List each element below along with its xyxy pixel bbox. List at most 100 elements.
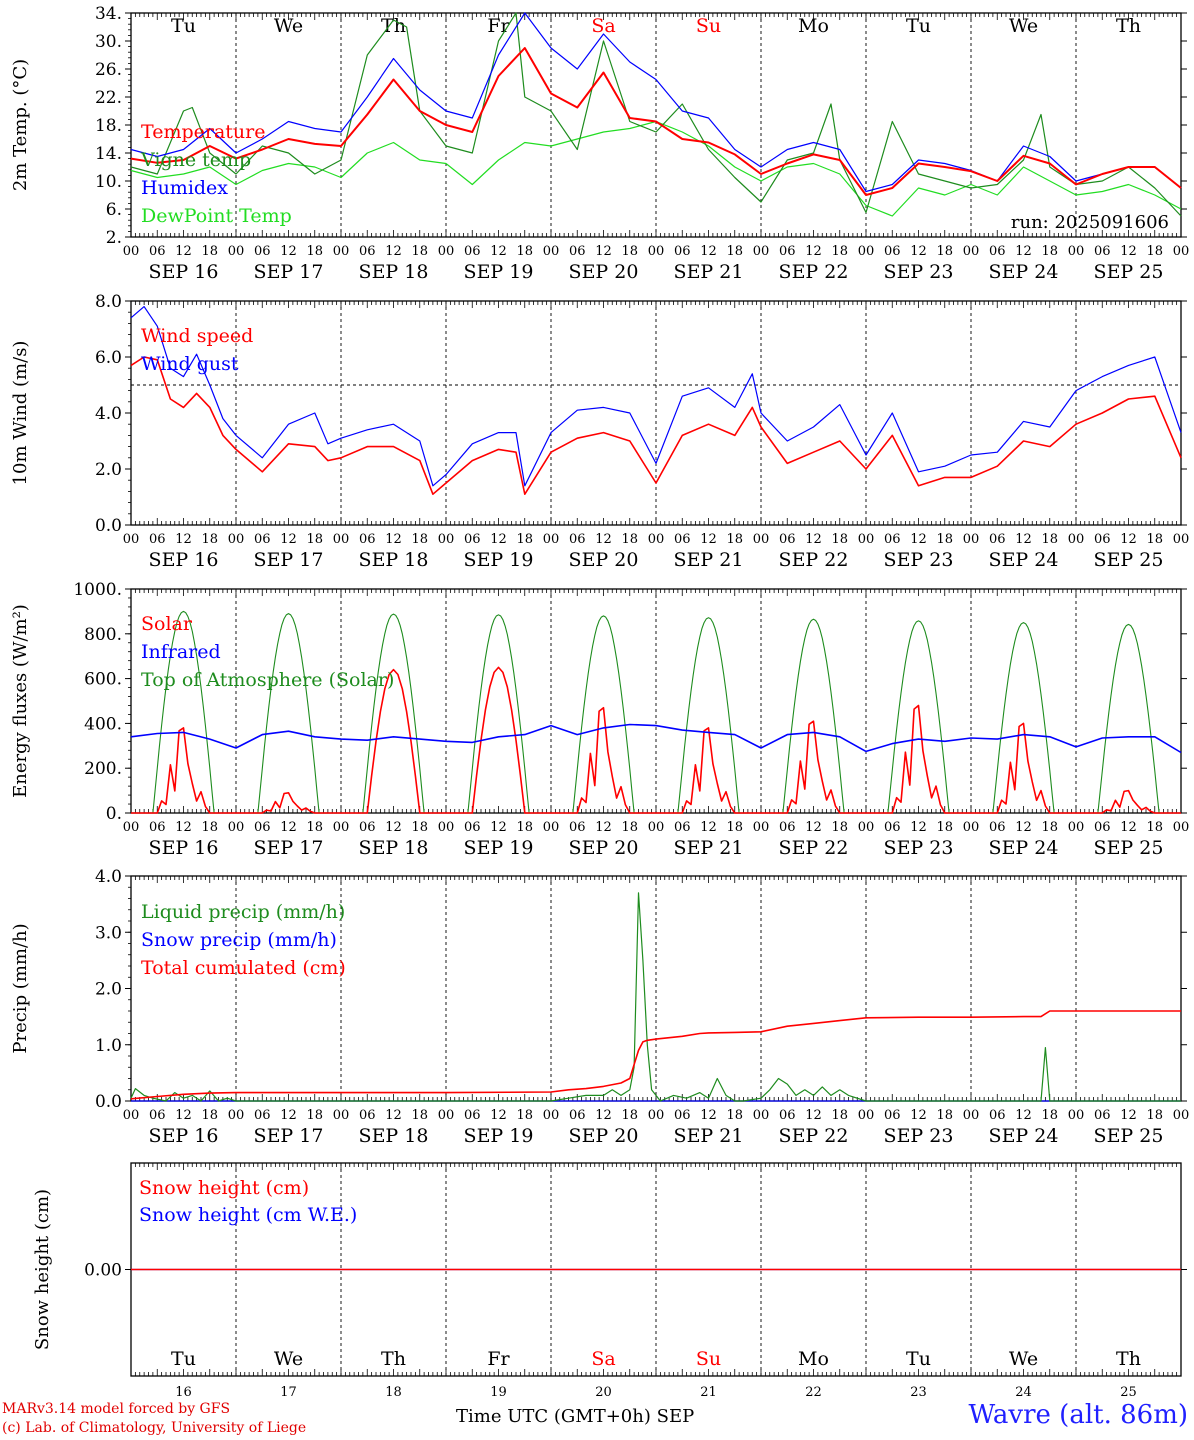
legend-solar: Solar bbox=[141, 613, 193, 635]
day-number-label: 17 bbox=[280, 1385, 297, 1400]
hour-tick-label: 00 bbox=[1068, 1108, 1085, 1123]
series-wind-gust bbox=[130, 306, 1182, 487]
hour-tick-label: 12 bbox=[595, 244, 612, 259]
hour-tick-label: 06 bbox=[779, 532, 796, 547]
hour-tick-label: 00 bbox=[753, 244, 770, 259]
hour-tick-label: 00 bbox=[228, 1108, 245, 1123]
date-label: SEP 16 bbox=[149, 549, 219, 571]
date-label: SEP 25 bbox=[1094, 261, 1164, 283]
hour-tick-label: 12 bbox=[1015, 532, 1032, 547]
hour-tick-label: 12 bbox=[595, 532, 612, 547]
hour-tick-label: 06 bbox=[359, 244, 376, 259]
date-label: SEP 18 bbox=[359, 261, 429, 283]
hour-tick-label: 18 bbox=[411, 820, 428, 835]
hour-tick-label: 12 bbox=[175, 820, 192, 835]
date-label: SEP 24 bbox=[989, 261, 1059, 283]
hour-tick-label: 06 bbox=[569, 820, 586, 835]
hour-tick-label: 12 bbox=[280, 244, 297, 259]
hour-tick-label: 18 bbox=[1146, 532, 1163, 547]
hour-tick-label: 00 bbox=[753, 820, 770, 835]
hour-tick-label: 12 bbox=[175, 244, 192, 259]
hour-tick-label: 18 bbox=[936, 532, 953, 547]
series-infrared bbox=[130, 723, 1182, 754]
hour-tick-label: 00 bbox=[858, 532, 875, 547]
hour-tick-label: 06 bbox=[464, 532, 481, 547]
weekday-label: Sa bbox=[591, 15, 615, 37]
weekday-label: We bbox=[274, 15, 303, 37]
hour-tick-label: 06 bbox=[569, 532, 586, 547]
hour-tick-label: 18 bbox=[1041, 244, 1058, 259]
hour-tick-label: 12 bbox=[700, 244, 717, 259]
hour-tick-label: 18 bbox=[621, 820, 638, 835]
date-label: SEP 16 bbox=[149, 837, 219, 859]
hour-tick-label: 06 bbox=[779, 820, 796, 835]
hour-tick-label: 18 bbox=[1041, 820, 1058, 835]
hour-tick-label: 18 bbox=[201, 244, 218, 259]
hour-tick-label: 00 bbox=[333, 532, 350, 547]
hour-tick-label: 06 bbox=[464, 244, 481, 259]
y-tick-label: 22. bbox=[95, 88, 122, 108]
hour-tick-label: 00 bbox=[963, 1108, 980, 1123]
hour-tick-label: 18 bbox=[516, 532, 533, 547]
hour-tick-label: 06 bbox=[254, 1108, 271, 1123]
hour-tick-label: 00 bbox=[333, 820, 350, 835]
hour-tick-label: 00 bbox=[228, 244, 245, 259]
hour-tick-label: 12 bbox=[805, 1108, 822, 1123]
panel-5: 0.00 Snow height (cm) Snow height (cm) Snow… bbox=[32, 1162, 1187, 1400]
hour-tick-label: 06 bbox=[989, 532, 1006, 547]
date-label: SEP 24 bbox=[989, 837, 1059, 859]
date-label: SEP 17 bbox=[254, 549, 324, 571]
weekday-label: Sa bbox=[591, 1348, 615, 1370]
hour-tick-label: 12 bbox=[700, 532, 717, 547]
date-label: SEP 21 bbox=[674, 1125, 744, 1147]
hour-tick-label: 12 bbox=[280, 1108, 297, 1123]
y-axis-label: 10m Wind (m/s) bbox=[10, 341, 31, 486]
hour-tick-label: 00 bbox=[1173, 244, 1190, 259]
hour-tick-label: 00 bbox=[648, 532, 665, 547]
hour-tick-label: 00 bbox=[1173, 1108, 1190, 1123]
hour-tick-label: 06 bbox=[674, 1108, 691, 1123]
hour-tick-label: 18 bbox=[411, 1108, 428, 1123]
date-label: SEP 19 bbox=[464, 549, 534, 571]
weekday-label: We bbox=[1009, 1348, 1038, 1370]
weekday-label: Th bbox=[1116, 1348, 1141, 1370]
date-label: SEP 17 bbox=[254, 261, 324, 283]
hour-tick-label: 06 bbox=[779, 1108, 796, 1123]
hour-tick-label: 00 bbox=[438, 244, 455, 259]
hour-tick-label: 12 bbox=[490, 1108, 507, 1123]
y-tick-label: 0.0 bbox=[95, 1092, 122, 1112]
hour-tick-label: 00 bbox=[963, 820, 980, 835]
legend-dewpoint-temp: DewPoint Temp bbox=[141, 205, 292, 227]
hour-tick-label: 18 bbox=[831, 1108, 848, 1123]
hour-tick-label: 12 bbox=[175, 1108, 192, 1123]
weekday-label: Th bbox=[381, 1348, 406, 1370]
date-label: SEP 17 bbox=[254, 1125, 324, 1147]
hour-tick-label: 06 bbox=[1094, 244, 1111, 259]
legend-humidex: Humidex bbox=[141, 177, 228, 199]
hour-tick-label: 00 bbox=[543, 1108, 560, 1123]
legend-snow-height-cm: Snow height (cm) bbox=[139, 1177, 309, 1199]
hour-tick-label: 12 bbox=[1120, 244, 1137, 259]
hour-tick-label: 00 bbox=[858, 820, 875, 835]
hour-tick-label: 06 bbox=[254, 244, 271, 259]
hour-tick-label: 12 bbox=[805, 244, 822, 259]
y-tick-label: 6. bbox=[106, 200, 122, 220]
hour-tick-label: 18 bbox=[306, 244, 323, 259]
y-tick-label: 26. bbox=[95, 60, 122, 80]
y-axis-label: Energy fluxes (W/m²) bbox=[10, 604, 31, 798]
legend-snow-precip-mm-h: Snow precip (mm/h) bbox=[141, 929, 337, 951]
hour-tick-label: 12 bbox=[805, 820, 822, 835]
panel-3: 00 06 12 18 00 06 12 18 00 06 12 18 00 06 12 18 00 06 12 18… bbox=[10, 580, 1189, 859]
model-credit: MARv3.14 model forced by GFS bbox=[2, 1401, 231, 1417]
date-label: SEP 18 bbox=[359, 549, 429, 571]
day-number-label: 16 bbox=[175, 1385, 192, 1400]
hour-tick-label: 12 bbox=[490, 244, 507, 259]
hour-tick-label: 00 bbox=[648, 820, 665, 835]
y-tick-label: 1000. bbox=[73, 580, 122, 600]
hour-tick-label: 00 bbox=[1068, 244, 1085, 259]
hour-tick-label: 00 bbox=[333, 244, 350, 259]
month-label: SEP bbox=[656, 1406, 695, 1427]
hour-tick-label: 18 bbox=[201, 820, 218, 835]
date-label: SEP 25 bbox=[1094, 549, 1164, 571]
date-label: SEP 19 bbox=[464, 261, 534, 283]
